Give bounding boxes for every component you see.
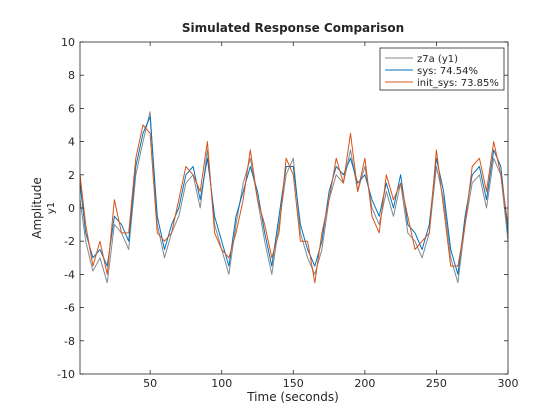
x-tick-label: 150 [283, 377, 304, 390]
legend: z7a (y1) sys: 74.54% init_sys: 73.85% [379, 47, 505, 91]
y-tick-label: -6 [64, 302, 75, 315]
y-tick-label: 8 [68, 69, 75, 82]
x-tick-label: 250 [426, 377, 447, 390]
y-tick-label: 2 [68, 169, 75, 182]
legend-label-init-sys: init_sys: 73.85% [417, 78, 499, 89]
x-tick-label: 50 [143, 377, 157, 390]
y-tick-label: 4 [68, 136, 75, 149]
chart-title: Simulated Response Comparison [182, 21, 404, 35]
y-tick-label: 6 [68, 102, 75, 115]
series-layer [79, 111, 509, 284]
x-tick-label: 300 [498, 377, 519, 390]
legend-label-sys: sys: 74.54% [417, 66, 478, 77]
y-axis-label: Amplitude [30, 177, 44, 239]
channel-label: y1 [46, 202, 57, 214]
legend-label-z7a: z7a (y1) [417, 54, 458, 65]
y-tick-label: 10 [61, 36, 75, 49]
plot-area [80, 42, 508, 374]
x-tick-label: 200 [354, 377, 375, 390]
legend-box [379, 47, 505, 91]
plot-frame [79, 41, 509, 375]
y-tick-label: -2 [64, 235, 75, 248]
series-line-z7a [79, 111, 509, 284]
x-tick-label: 100 [211, 377, 232, 390]
y-tick-label: -8 [64, 335, 75, 348]
x-axis-label: Time (seconds) [246, 390, 339, 404]
tick-layer: 50 100 150 200 250 300 -10 -8 -6 -4 -2 0 2 4 6 8 10 [57, 36, 518, 390]
series-line-sys [79, 116, 509, 275]
series-line-init-sys [79, 124, 509, 284]
y-tick-label: 0 [68, 202, 75, 215]
y-tick-label: -10 [57, 368, 75, 381]
y-tick-label: -4 [64, 268, 75, 281]
